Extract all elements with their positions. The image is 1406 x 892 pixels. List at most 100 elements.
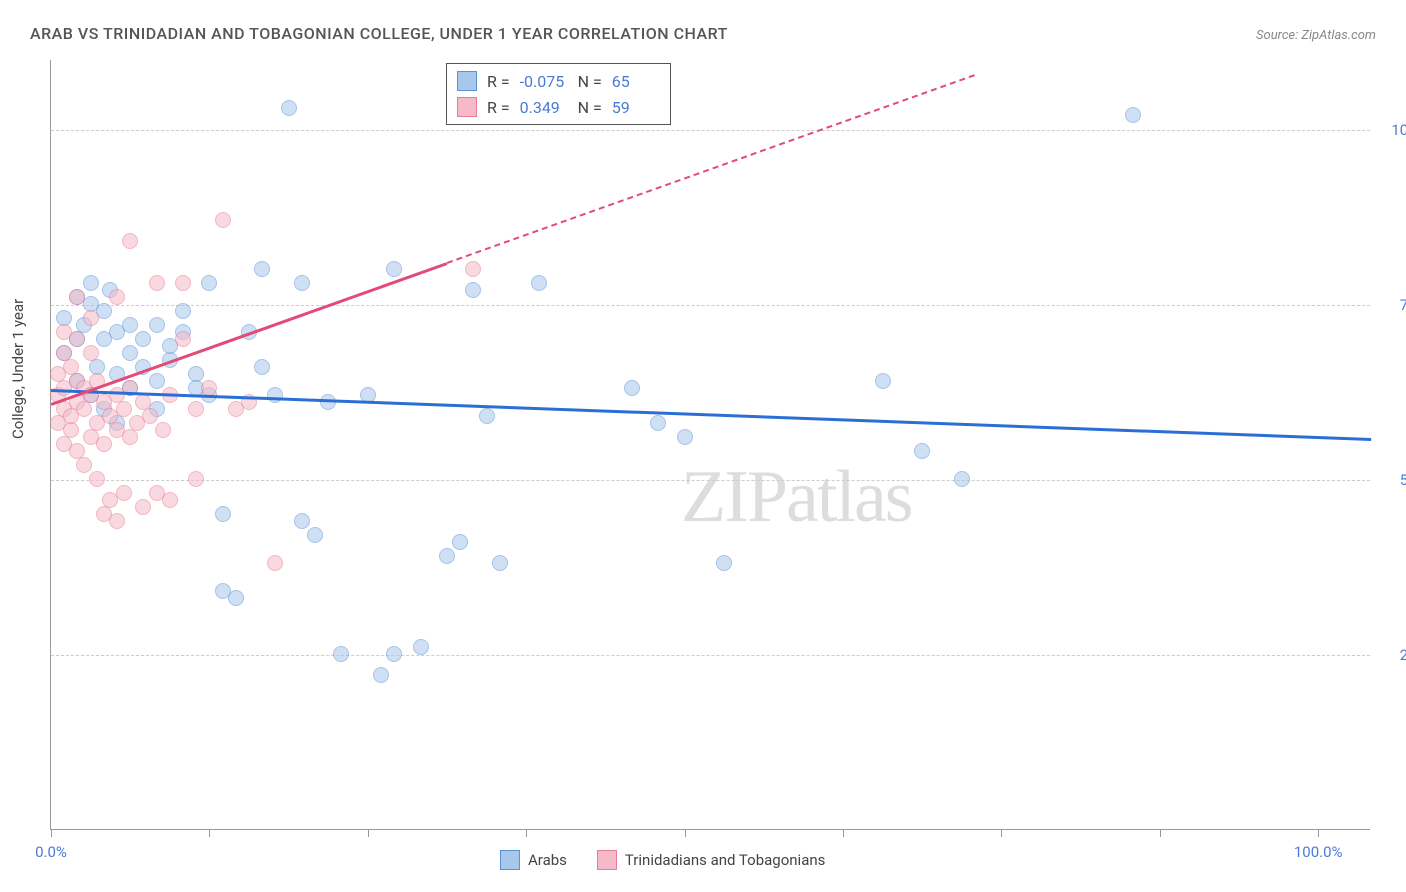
- data-point: [162, 492, 178, 508]
- data-point: [307, 527, 323, 543]
- data-point: [254, 261, 270, 277]
- data-point: [531, 275, 547, 291]
- data-point: [228, 590, 244, 606]
- y-tick-label: 25.0%: [1380, 646, 1406, 664]
- data-point: [333, 646, 349, 662]
- gridline: [51, 480, 1370, 481]
- data-point: [954, 471, 970, 487]
- x-tick: [526, 829, 527, 837]
- data-point: [109, 513, 125, 529]
- data-point: [215, 506, 231, 522]
- chart-title: ARAB VS TRINIDADIAN AND TOBAGONIAN COLLE…: [30, 24, 728, 43]
- x-tick: [368, 829, 369, 837]
- data-point: [76, 401, 92, 417]
- gridline: [51, 305, 1370, 306]
- data-point: [267, 555, 283, 571]
- data-point: [149, 317, 165, 333]
- watermark: ZIPatlas: [681, 455, 912, 540]
- data-point: [479, 408, 495, 424]
- legend-swatch: [597, 850, 617, 870]
- stats-r-label: R =: [487, 72, 510, 91]
- data-point: [413, 639, 429, 655]
- data-point: [83, 275, 99, 291]
- data-point: [201, 380, 217, 396]
- data-point: [624, 380, 640, 396]
- data-point: [1125, 107, 1141, 123]
- y-tick-label: 50.0%: [1380, 471, 1406, 489]
- data-point: [149, 275, 165, 291]
- data-point: [716, 555, 732, 571]
- data-point: [386, 261, 402, 277]
- data-point: [96, 436, 112, 452]
- legend-swatch: [457, 71, 477, 91]
- y-tick-label: 75.0%: [1380, 296, 1406, 314]
- x-tick: [1318, 829, 1319, 837]
- data-point: [89, 471, 105, 487]
- stats-legend-row: R = -0.075 N = 65: [457, 68, 660, 94]
- x-tick: [843, 829, 844, 837]
- legend-swatch: [457, 97, 477, 117]
- legend-label: Arabs: [528, 851, 567, 869]
- data-point: [439, 548, 455, 564]
- data-point: [122, 429, 138, 445]
- data-point: [175, 303, 191, 319]
- data-point: [135, 331, 151, 347]
- x-tick-label: 0.0%: [35, 843, 67, 861]
- x-tick: [685, 829, 686, 837]
- data-point: [116, 401, 132, 417]
- x-tick: [1001, 829, 1002, 837]
- y-axis-label: College, Under 1 year: [9, 299, 27, 439]
- data-point: [83, 310, 99, 326]
- data-point: [135, 499, 151, 515]
- data-point: [294, 275, 310, 291]
- data-point: [201, 275, 217, 291]
- data-point: [650, 415, 666, 431]
- data-point: [254, 359, 270, 375]
- trend-line: [51, 389, 1371, 440]
- data-point: [175, 275, 191, 291]
- data-point: [69, 289, 85, 305]
- data-point: [175, 331, 191, 347]
- x-tick: [1160, 829, 1161, 837]
- stats-n-label: N =: [578, 72, 602, 91]
- stats-n-value: 65: [612, 72, 660, 91]
- data-point: [465, 261, 481, 277]
- data-point: [281, 100, 297, 116]
- data-point: [142, 408, 158, 424]
- stats-r-label: R =: [487, 98, 510, 117]
- gridline: [51, 130, 1370, 131]
- data-point: [76, 457, 92, 473]
- legend-label: Trinidadians and Tobagonians: [625, 851, 825, 869]
- data-point: [155, 422, 171, 438]
- data-point: [69, 331, 85, 347]
- data-point: [116, 485, 132, 501]
- data-point: [677, 429, 693, 445]
- data-point: [83, 345, 99, 361]
- x-tick: [51, 829, 52, 837]
- data-point: [122, 233, 138, 249]
- stats-r-value: -0.075: [520, 72, 568, 91]
- data-point: [188, 471, 204, 487]
- data-point: [63, 422, 79, 438]
- data-point: [149, 373, 165, 389]
- data-point: [188, 401, 204, 417]
- legend-swatch: [500, 850, 520, 870]
- data-point: [122, 345, 138, 361]
- gridline: [51, 655, 1370, 656]
- x-tick-label: 100.0%: [1294, 843, 1343, 861]
- source-attribution: Source: ZipAtlas.com: [1256, 28, 1376, 43]
- data-point: [386, 646, 402, 662]
- data-point: [215, 212, 231, 228]
- stats-legend: R = -0.075 N = 65 R = 0.349 N = 59: [446, 63, 671, 125]
- data-point: [452, 534, 468, 550]
- series-legend: Arabs Trinidadians and Tobagonians: [500, 850, 825, 870]
- stats-n-label: N =: [578, 98, 602, 117]
- data-point: [122, 317, 138, 333]
- stats-n-value: 59: [612, 98, 660, 117]
- stats-r-value: 0.349: [520, 98, 568, 117]
- data-point: [465, 282, 481, 298]
- legend-item: Arabs: [500, 850, 567, 870]
- x-tick: [209, 829, 210, 837]
- data-point: [373, 667, 389, 683]
- data-point: [109, 289, 125, 305]
